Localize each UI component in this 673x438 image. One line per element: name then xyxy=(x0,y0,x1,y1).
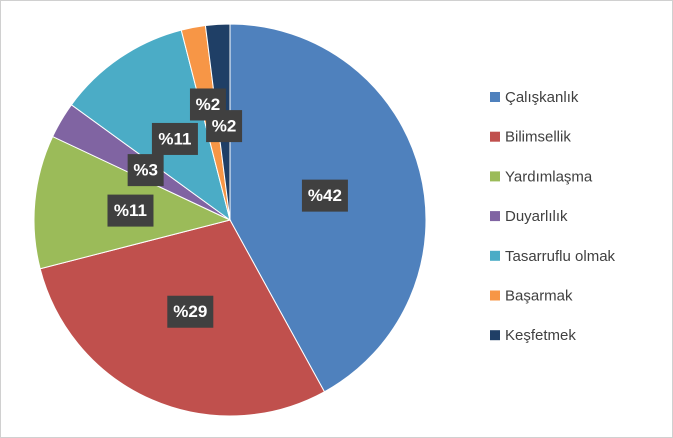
legend-label: Çalışkanlık xyxy=(505,89,579,106)
data-label-box xyxy=(107,194,154,227)
legend-label: Keşfetmek xyxy=(505,327,576,344)
data-label: %2 xyxy=(196,95,221,114)
legend-swatch xyxy=(490,211,500,222)
data-label-box xyxy=(151,122,198,155)
data-label: %3 xyxy=(133,161,158,180)
data-label: %29 xyxy=(173,302,207,321)
data-label-box xyxy=(301,179,348,212)
legend-swatch xyxy=(490,290,500,301)
data-label-box xyxy=(206,110,243,143)
data-label-box xyxy=(127,154,164,187)
legend-label: Başarmak xyxy=(505,287,573,304)
legend-swatch xyxy=(490,131,500,142)
data-label-box xyxy=(167,295,214,328)
legend-label: Duyarlılık xyxy=(505,208,568,225)
data-label: %11 xyxy=(158,129,191,148)
legend-label: Bilimsellik xyxy=(505,129,571,146)
data-label: %42 xyxy=(308,186,342,205)
data-label: %2 xyxy=(212,117,237,136)
data-label: %11 xyxy=(114,201,147,220)
legend-label: Yardımlaşma xyxy=(505,168,593,185)
legend-swatch xyxy=(490,330,500,341)
pie-slice xyxy=(70,29,231,222)
legend-swatch xyxy=(490,250,500,261)
legend-swatch xyxy=(490,171,500,182)
legend-swatch xyxy=(490,92,500,102)
legend-label: Tasarruflu olmak xyxy=(505,248,616,265)
